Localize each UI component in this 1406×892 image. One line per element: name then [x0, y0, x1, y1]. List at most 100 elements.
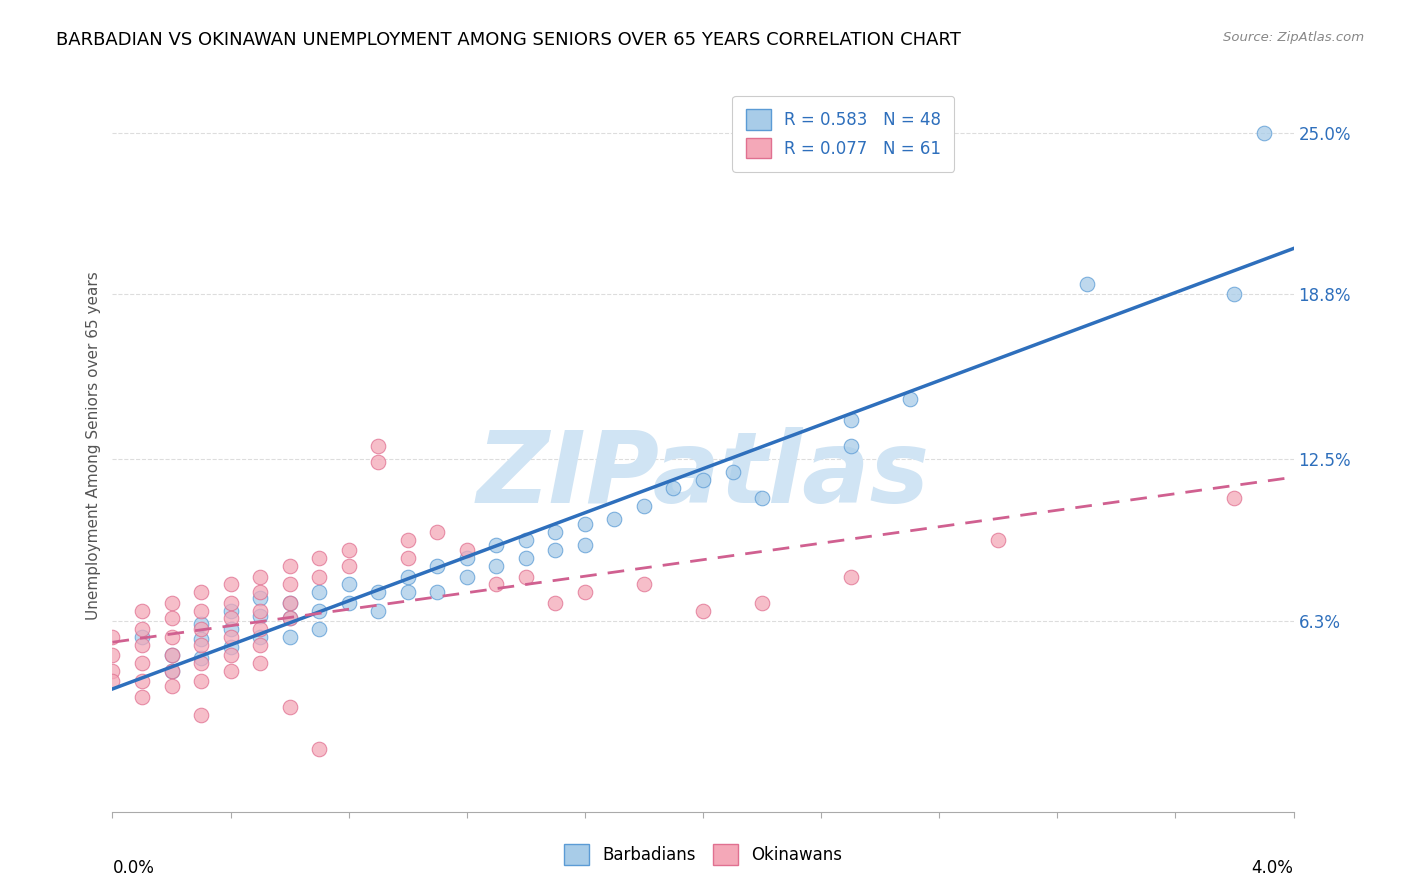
Point: [839, 439, 862, 453]
Point: [160, 630, 183, 644]
Point: [219, 648, 242, 662]
Legend: R = 0.583   N = 48, R = 0.077   N = 61: R = 0.583 N = 48, R = 0.077 N = 61: [733, 96, 955, 171]
Point: [101, 630, 124, 644]
Point: [160, 648, 183, 662]
Point: [131, 656, 153, 670]
Point: [278, 700, 301, 714]
Point: [485, 559, 508, 574]
Point: [190, 674, 212, 689]
Point: [308, 585, 330, 599]
Legend: Barbadians, Okinawans: Barbadians, Okinawans: [555, 836, 851, 873]
Point: [278, 577, 301, 591]
Point: [219, 611, 242, 625]
Point: [249, 622, 271, 636]
Point: [987, 533, 1010, 547]
Point: [367, 455, 389, 469]
Point: [190, 638, 212, 652]
Point: [249, 585, 271, 599]
Point: [515, 569, 537, 583]
Point: [367, 603, 389, 617]
Point: [574, 517, 596, 532]
Point: [692, 473, 714, 487]
Point: [219, 622, 242, 636]
Point: [131, 622, 153, 636]
Point: [278, 611, 301, 625]
Point: [1253, 126, 1275, 140]
Point: [1223, 491, 1246, 506]
Point: [515, 551, 537, 566]
Point: [898, 392, 921, 406]
Point: [131, 690, 153, 704]
Point: [515, 533, 537, 547]
Point: [219, 577, 242, 591]
Text: ZIPatlas: ZIPatlas: [477, 426, 929, 524]
Point: [219, 640, 242, 655]
Point: [249, 638, 271, 652]
Point: [219, 630, 242, 644]
Point: [219, 603, 242, 617]
Point: [160, 664, 183, 678]
Point: [190, 603, 212, 617]
Point: [308, 742, 330, 756]
Point: [456, 569, 478, 583]
Point: [603, 512, 626, 526]
Point: [367, 585, 389, 599]
Point: [190, 616, 212, 631]
Point: [278, 596, 301, 610]
Point: [249, 591, 271, 605]
Point: [160, 648, 183, 662]
Point: [751, 596, 773, 610]
Point: [278, 611, 301, 625]
Text: BARBADIAN VS OKINAWAN UNEMPLOYMENT AMONG SENIORS OVER 65 YEARS CORRELATION CHART: BARBADIAN VS OKINAWAN UNEMPLOYMENT AMONG…: [56, 31, 962, 49]
Point: [308, 603, 330, 617]
Point: [278, 596, 301, 610]
Point: [278, 559, 301, 574]
Point: [721, 465, 744, 479]
Point: [278, 630, 301, 644]
Point: [190, 632, 212, 647]
Point: [633, 499, 655, 513]
Point: [131, 674, 153, 689]
Point: [160, 596, 183, 610]
Point: [160, 679, 183, 693]
Point: [190, 650, 212, 665]
Point: [544, 543, 567, 558]
Point: [308, 622, 330, 636]
Point: [574, 538, 596, 552]
Point: [1076, 277, 1098, 291]
Point: [131, 630, 153, 644]
Point: [544, 596, 567, 610]
Point: [1223, 287, 1246, 301]
Point: [190, 585, 212, 599]
Point: [456, 551, 478, 566]
Point: [337, 543, 360, 558]
Point: [160, 664, 183, 678]
Point: [337, 559, 360, 574]
Point: [190, 622, 212, 636]
Point: [249, 569, 271, 583]
Point: [485, 538, 508, 552]
Point: [456, 543, 478, 558]
Text: Source: ZipAtlas.com: Source: ZipAtlas.com: [1223, 31, 1364, 45]
Point: [367, 439, 389, 453]
Point: [839, 413, 862, 427]
Point: [751, 491, 773, 506]
Y-axis label: Unemployment Among Seniors over 65 years: Unemployment Among Seniors over 65 years: [86, 272, 101, 620]
Point: [426, 585, 449, 599]
Point: [574, 585, 596, 599]
Point: [190, 708, 212, 723]
Point: [396, 585, 419, 599]
Point: [101, 664, 124, 678]
Point: [219, 596, 242, 610]
Point: [308, 569, 330, 583]
Point: [308, 551, 330, 566]
Point: [249, 656, 271, 670]
Point: [131, 638, 153, 652]
Point: [396, 569, 419, 583]
Point: [692, 603, 714, 617]
Point: [190, 656, 212, 670]
Point: [249, 608, 271, 623]
Text: 4.0%: 4.0%: [1251, 859, 1294, 877]
Point: [160, 611, 183, 625]
Point: [544, 525, 567, 540]
